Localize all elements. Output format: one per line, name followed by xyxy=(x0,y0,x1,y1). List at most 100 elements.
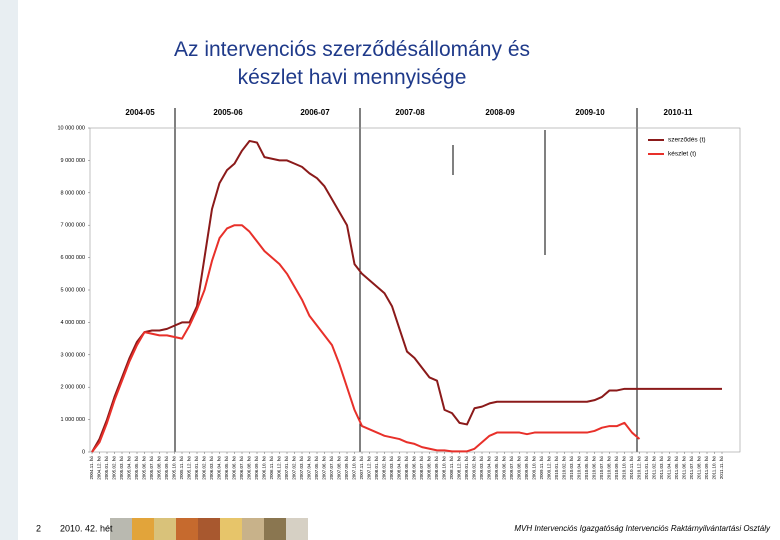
x-tick-label: 2006.09. hó xyxy=(254,456,259,480)
photo xyxy=(110,518,132,540)
x-tick-label: 2005.03. hó xyxy=(119,456,124,480)
x-tick-label: 2010.03. hó xyxy=(569,456,574,480)
chart-title: Az intervenciós szerződésállomány és kész… xyxy=(174,38,530,89)
x-tick-label: 2005.09. hó xyxy=(164,456,169,480)
x-tick-label: 2005.12. hó xyxy=(187,456,192,480)
x-tick-label: 2010.07. hó xyxy=(599,456,604,480)
x-tick-label: 2007.01. hó xyxy=(284,456,289,480)
x-tick-label: 2009.05. hó xyxy=(494,456,499,480)
x-tick-label: 2004.12. hó xyxy=(97,456,102,480)
side-strip xyxy=(0,0,18,540)
x-tick-label: 2011.01. hó xyxy=(644,456,649,480)
photo xyxy=(242,518,264,540)
series-line xyxy=(91,224,641,453)
x-tick-label: 2011.05. hó xyxy=(674,456,679,480)
x-tick-label: 2004.11. hó xyxy=(89,456,94,480)
x-tick-label: 2011.06. hó xyxy=(682,456,687,480)
x-tick-label: 2006.02. hó xyxy=(202,456,207,480)
x-tick-label: 2009.02. hó xyxy=(472,456,477,480)
y-tick-label: 0 xyxy=(82,449,85,455)
x-tick-label: 2010.10. hó xyxy=(622,456,627,480)
photo xyxy=(132,518,154,540)
series-line xyxy=(91,139,722,453)
x-tick-label: 2009.07. hó xyxy=(509,456,514,480)
x-tick-label: 2008.07. hó xyxy=(419,456,424,480)
x-tick-label: 2011.03. hó xyxy=(659,456,664,480)
x-tick-label: 2008.05. hó xyxy=(404,456,409,480)
x-tick-label: 2009.01. hó xyxy=(464,456,469,480)
y-tick-label: 5 000 000 xyxy=(61,287,85,293)
x-tick-label: 2009.03. hó xyxy=(479,456,484,480)
x-tick-label: 2005.11. hó xyxy=(179,456,184,480)
x-tick-label: 2011.08. hó xyxy=(697,456,702,480)
x-tick-label: 2008.11. hó xyxy=(449,456,454,480)
x-tick-label: 2006.12. hó xyxy=(277,456,282,480)
season-lines xyxy=(174,108,638,452)
photo xyxy=(286,518,308,540)
x-tick-label: 2006.08. hó xyxy=(247,456,252,480)
x-tick-label: 2005.08. hó xyxy=(157,456,162,480)
y-tick-label: 2 000 000 xyxy=(61,385,85,391)
x-tick-label: 2009.09. hó xyxy=(524,456,529,480)
x-tick-label: 2011.10. hó xyxy=(712,456,717,480)
x-tick-label: 2010.01. hó xyxy=(554,456,559,480)
x-tick-label: 2005.02. hó xyxy=(112,456,117,480)
x-tick-label: 2006.05. hó xyxy=(224,456,229,480)
x-tick-label: 2010.02. hó xyxy=(562,456,567,480)
photo xyxy=(198,518,220,540)
x-tick-label: 2008.08. hó xyxy=(427,456,432,480)
x-tick-label: 2007.09. hó xyxy=(344,456,349,480)
x-tick-label: 2008.12. hó xyxy=(457,456,462,480)
x-tick-label: 2007.04. hó xyxy=(307,456,312,480)
x-tick-label: 2007.12. hó xyxy=(367,456,372,480)
x-tick-label: 2007.05. hó xyxy=(314,456,319,480)
x-tick-label: 2008.06. hó xyxy=(412,456,417,480)
x-tick-label: 2006.07. hó xyxy=(239,456,244,480)
x-tick-label: 2006.01. hó xyxy=(194,456,199,480)
org: MVH Intervenciós Igazgatóság Intervenció… xyxy=(514,524,771,533)
x-tick-label: 2008.03. hó xyxy=(389,456,394,480)
x-tick-label: 2008.01. hó xyxy=(374,456,379,480)
x-tick-label: 2010.09. hó xyxy=(614,456,619,480)
x-tick-label: 2005.04. hó xyxy=(127,456,132,480)
season-label: 2009-10 xyxy=(575,108,605,117)
x-tick-label: 2007.11. hó xyxy=(359,456,364,480)
x-tick-label: 2008.04. hó xyxy=(397,456,402,480)
x-tick-label: 2011.09. hó xyxy=(704,456,709,480)
x-tick-label: 2009.12. hó xyxy=(547,456,552,480)
season-label: 2007-08 xyxy=(395,108,425,117)
x-tick-label: 2007.06. hó xyxy=(322,456,327,480)
x-tick-label: 2009.04. hó xyxy=(487,456,492,480)
x-tick-label: 2005.06. hó xyxy=(142,456,147,480)
x-tick-label: 2010.11. hó xyxy=(629,456,634,480)
x-tick-label: 2006.10. hó xyxy=(262,456,267,480)
x-tick-label: 2006.04. hó xyxy=(217,456,222,480)
x-tick-label: 2005.10. hó xyxy=(172,456,177,480)
x-tick-label: 2005.01. hó xyxy=(104,456,109,480)
photo xyxy=(264,518,286,540)
season-label: 2010-11 xyxy=(664,108,693,117)
y-tick-label: 6 000 000 xyxy=(61,255,85,261)
plot-frame xyxy=(89,127,741,453)
footer-photos xyxy=(110,518,308,540)
x-tick-label: 2007.07. hó xyxy=(329,456,334,480)
x-tick-label: 2010.04. hó xyxy=(577,456,582,480)
season-label: 2004-05 xyxy=(125,108,155,117)
legend-label: szerződés (t) xyxy=(668,137,706,144)
x-tick-label: 2007.03. hó xyxy=(299,456,304,480)
x-tick-label: 2006.03. hó xyxy=(209,456,214,480)
x-tick-label: 2008.09. hó xyxy=(434,456,439,480)
page-number: 2 xyxy=(36,523,41,533)
x-tick-label: 2009.10. hó xyxy=(532,456,537,480)
season-label: 2006-07 xyxy=(300,108,330,117)
season-label: 2005-06 xyxy=(213,108,243,117)
x-tick-label: 2005.05. hó xyxy=(134,456,139,480)
x-tick-label: 2009.11. hó xyxy=(539,456,544,480)
legend-label: készlet (t) xyxy=(668,151,696,158)
x-tick-label: 2007.08. hó xyxy=(337,456,342,480)
x-tick-label: 2009.06. hó xyxy=(502,456,507,480)
x-tick-label: 2010.06. hó xyxy=(592,456,597,480)
y-tick-label: 8 000 000 xyxy=(61,190,85,196)
x-tick-label: 2008.02. hó xyxy=(382,456,387,480)
